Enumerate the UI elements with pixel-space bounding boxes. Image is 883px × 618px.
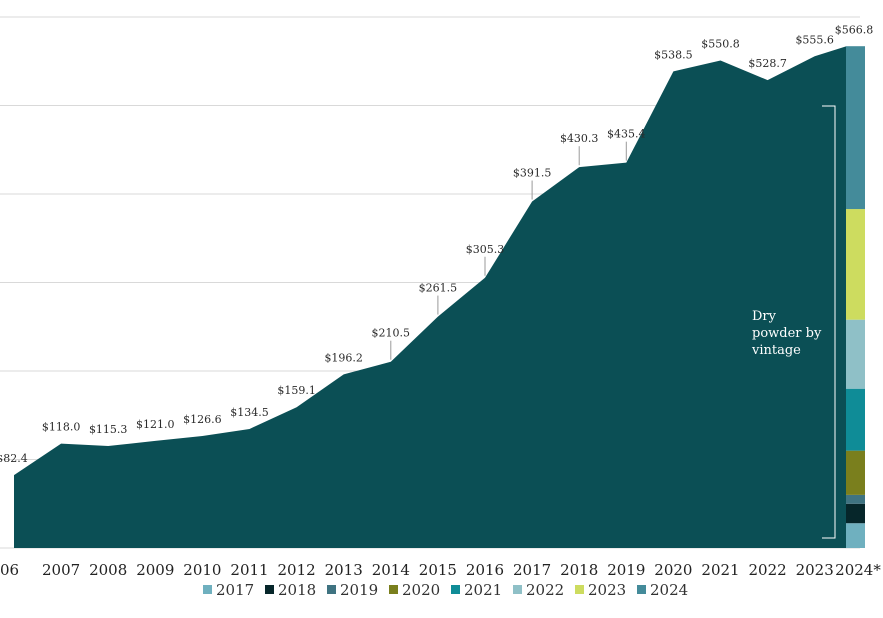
legend-swatch-2019 <box>327 585 336 594</box>
x-tick-2013: 2013 <box>325 561 363 579</box>
vintage-segment-2018 <box>846 503 865 524</box>
value-label-2017: $391.5 <box>513 167 552 180</box>
vintage-segment-2021 <box>846 388 865 451</box>
value-label-2011: $134.5 <box>230 406 269 419</box>
value-label-2020: $538.5 <box>654 48 693 61</box>
value-label-2019: $435.4 <box>607 128 646 141</box>
x-tick-2024*: 2024* <box>835 561 881 579</box>
legend-label-2023: 2023 <box>588 581 626 599</box>
vintage-segment-2020 <box>846 450 865 495</box>
vintage-segment-2022 <box>846 319 865 389</box>
x-tick-2008: 2008 <box>89 561 127 579</box>
x-tick-2015: 2015 <box>419 561 457 579</box>
x-tick-2020: 2020 <box>654 561 692 579</box>
label-leaders <box>390 141 627 360</box>
legend-swatch-2022 <box>513 585 522 594</box>
x-tick-2011: 2011 <box>230 561 268 579</box>
legend-label-2018: 2018 <box>278 581 316 599</box>
x-tick-2021: 2021 <box>701 561 739 579</box>
x-tick-2007: 2007 <box>42 561 80 579</box>
x-tick-2006: 2006 <box>0 561 19 579</box>
x-tick-2018: 2018 <box>560 561 598 579</box>
vintage-segment-2017 <box>846 523 865 548</box>
value-label-2022: $528.7 <box>748 57 787 70</box>
dry-powder-area <box>14 46 846 549</box>
x-tick-2010: 2010 <box>183 561 221 579</box>
vintage-segment-2023 <box>846 209 865 320</box>
legend-label-2019: 2019 <box>340 581 378 599</box>
value-label-2010: $126.6 <box>183 413 222 426</box>
vintage-stacked-bar <box>846 46 865 548</box>
vintage-annotation: Dry powder by vintage <box>751 309 822 358</box>
vintage-bracket <box>822 105 836 539</box>
x-tick-2014: 2014 <box>372 561 410 579</box>
value-label-2006: $82.4 <box>0 452 28 465</box>
value-label-2009: $121.0 <box>136 418 175 431</box>
x-axis-ticks: 2006 2007 2008 2009 2010 2011 2012 2013 2014 2015… <box>0 561 881 579</box>
legend-label-2017: 2017 <box>216 581 254 599</box>
value-label-2007: $118.0 <box>42 421 81 434</box>
legend-swatch-2018 <box>265 585 274 594</box>
value-label-2024*: $566.8 <box>835 23 874 36</box>
x-tick-2016: 2016 <box>466 561 504 579</box>
bracket-line <box>822 105 836 539</box>
legend-swatch-2023 <box>575 585 584 594</box>
legend-label-2022: 2022 <box>526 581 564 599</box>
legend-label-2024: 2024 <box>650 581 688 599</box>
value-label-2013: $196.2 <box>324 351 363 364</box>
x-tick-2017: 2017 <box>513 561 551 579</box>
legend-label-2020: 2020 <box>402 581 440 599</box>
vintage-segment-2019 <box>846 494 865 504</box>
value-label-2018: $430.3 <box>560 132 599 145</box>
x-tick-2019: 2019 <box>607 561 645 579</box>
x-tick-2022: 2022 <box>749 561 787 579</box>
x-tick-2009: 2009 <box>136 561 174 579</box>
x-tick-2012: 2012 <box>278 561 316 579</box>
legend-swatch-2024 <box>637 585 646 594</box>
x-tick-2023: 2023 <box>796 561 834 579</box>
legend-label-2021: 2021 <box>464 581 502 599</box>
value-label-2015: $261.5 <box>419 282 458 295</box>
legend-swatch-2017 <box>203 585 212 594</box>
value-label-2008: $115.3 <box>89 423 128 436</box>
value-label-2021: $550.8 <box>701 38 740 51</box>
value-labels: $82.4 $118.0 $115.3 $121.0 $126.6 $134.5 $159.… <box>0 23 873 465</box>
value-label-2014: $210.5 <box>372 327 411 340</box>
value-label-2012: $159.1 <box>277 384 316 397</box>
legend: 2017 2018 2019 2020 2021 2022 2023 2024 <box>203 581 688 599</box>
legend-swatch-2021 <box>451 585 460 594</box>
value-label-2016: $305.3 <box>466 243 505 256</box>
value-label-2023: $555.6 <box>795 33 834 46</box>
legend-swatch-2020 <box>389 585 398 594</box>
vintage-segment-2024 <box>846 46 865 210</box>
